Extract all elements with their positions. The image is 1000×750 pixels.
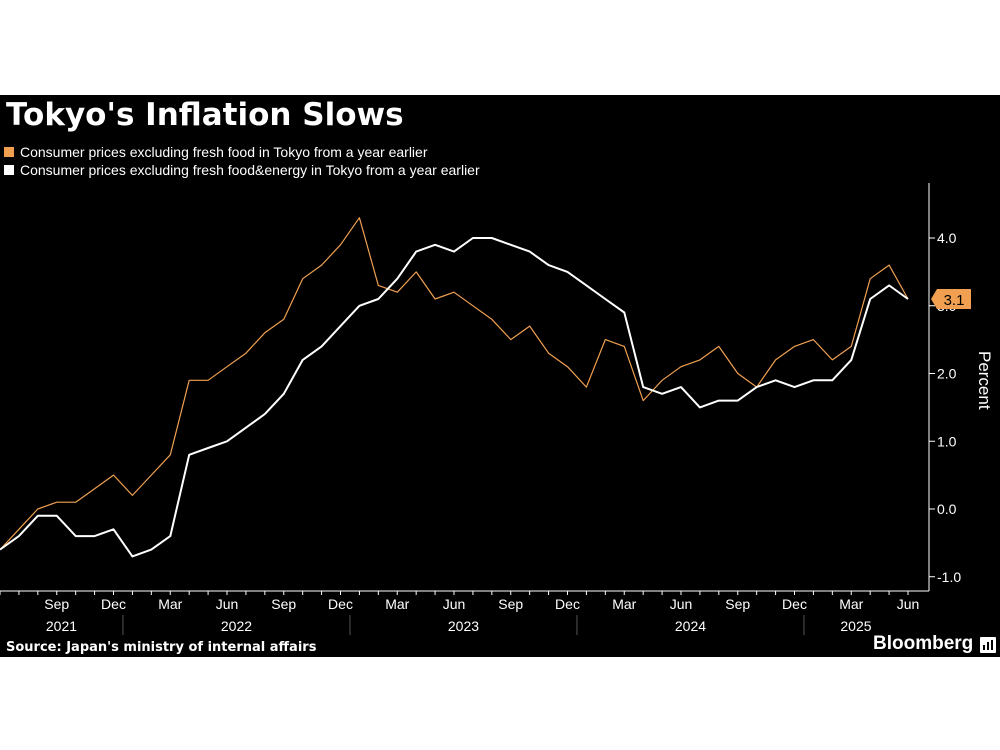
x-year-label: 2024 xyxy=(675,618,706,634)
x-tick-label: Dec xyxy=(101,596,126,612)
last-value-badge xyxy=(931,288,971,309)
x-tick-label: Jun xyxy=(443,596,466,612)
chart-panel: Tokyo's Inflation Slows Consumer prices … xyxy=(0,95,1000,657)
bloomberg-logo: Bloomberg xyxy=(873,633,974,654)
x-tick-label: Sep xyxy=(44,596,69,612)
x-tick-label: Dec xyxy=(782,596,807,612)
x-tick-label: Dec xyxy=(328,596,353,612)
x-year-label: 2022 xyxy=(221,618,252,634)
x-tick-label: Dec xyxy=(555,596,580,612)
bloomberg-terminal-icon xyxy=(980,637,996,653)
y-tick-label: 2.0 xyxy=(937,366,957,382)
line-chart: -1.00.01.02.03.04.0PercentSepDecMarJunSe… xyxy=(0,183,994,635)
x-year-label: 2021 xyxy=(46,618,77,634)
y-tick-label: 0.0 xyxy=(937,501,957,517)
y-axis-title: Percent xyxy=(975,351,994,410)
x-tick-label: Mar xyxy=(385,596,409,612)
y-tick-label: -1.0 xyxy=(937,569,961,585)
x-tick-label: Jun xyxy=(216,596,239,612)
x-tick-label: Sep xyxy=(725,596,750,612)
source-note: Source: Japan's ministry of internal aff… xyxy=(6,640,317,655)
x-tick-label: Sep xyxy=(271,596,296,612)
x-tick-label: Mar xyxy=(612,596,636,612)
x-tick-label: Mar xyxy=(158,596,182,612)
x-tick-label: Jun xyxy=(670,596,693,612)
legend-swatch-white xyxy=(4,165,14,175)
legend-swatch-orange xyxy=(4,147,14,157)
legend-item-fresh-food-energy: Consumer prices excluding fresh food&ene… xyxy=(4,162,480,178)
x-tick-label: Mar xyxy=(839,596,863,612)
x-year-label: 2023 xyxy=(448,618,479,634)
x-tick-label: Sep xyxy=(498,596,523,612)
legend-label: Consumer prices excluding fresh food in … xyxy=(20,144,428,160)
chart-title: Tokyo's Inflation Slows xyxy=(6,97,404,133)
y-tick-label: 4.0 xyxy=(937,230,957,246)
y-tick-label: 1.0 xyxy=(937,433,957,449)
series-line-fresh-food xyxy=(0,217,909,551)
x-tick-label: Jun xyxy=(897,596,920,612)
series-line-fresh-food-energy xyxy=(0,237,909,558)
legend-label: Consumer prices excluding fresh food&ene… xyxy=(20,162,480,178)
x-year-label: 2025 xyxy=(840,618,871,634)
legend-item-fresh-food: Consumer prices excluding fresh food in … xyxy=(4,144,427,160)
last-value-label: 3.1 xyxy=(944,292,965,309)
